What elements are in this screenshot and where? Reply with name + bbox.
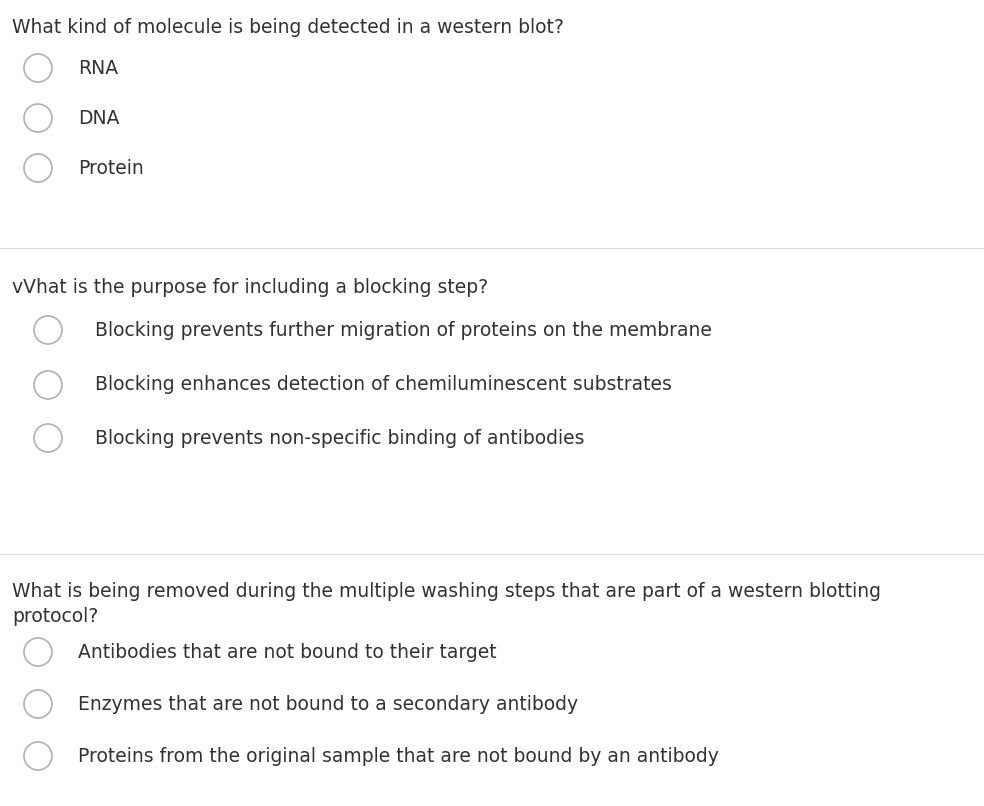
Circle shape bbox=[34, 316, 62, 344]
Text: RNA: RNA bbox=[78, 59, 118, 77]
Circle shape bbox=[24, 742, 52, 770]
Text: vVhat is the purpose for including a blocking step?: vVhat is the purpose for including a blo… bbox=[12, 278, 488, 297]
Circle shape bbox=[34, 424, 62, 452]
Text: Blocking prevents non-specific binding of antibodies: Blocking prevents non-specific binding o… bbox=[95, 429, 584, 447]
Circle shape bbox=[34, 371, 62, 399]
Circle shape bbox=[24, 638, 52, 666]
Text: Blocking enhances detection of chemiluminescent substrates: Blocking enhances detection of chemilumi… bbox=[95, 376, 672, 394]
Text: Proteins from the original sample that are not bound by an antibody: Proteins from the original sample that a… bbox=[78, 746, 719, 766]
Text: Antibodies that are not bound to their target: Antibodies that are not bound to their t… bbox=[78, 642, 497, 662]
Text: Enzymes that are not bound to a secondary antibody: Enzymes that are not bound to a secondar… bbox=[78, 695, 579, 713]
Circle shape bbox=[24, 54, 52, 82]
Text: DNA: DNA bbox=[78, 109, 119, 127]
Text: Blocking prevents further migration of proteins on the membrane: Blocking prevents further migration of p… bbox=[95, 321, 711, 339]
Circle shape bbox=[24, 154, 52, 182]
Circle shape bbox=[24, 104, 52, 132]
Text: What kind of molecule is being detected in a western blot?: What kind of molecule is being detected … bbox=[12, 18, 564, 37]
Circle shape bbox=[24, 690, 52, 718]
Text: What is being removed during the multiple washing steps that are part of a weste: What is being removed during the multipl… bbox=[12, 582, 881, 626]
Text: Protein: Protein bbox=[78, 159, 144, 177]
